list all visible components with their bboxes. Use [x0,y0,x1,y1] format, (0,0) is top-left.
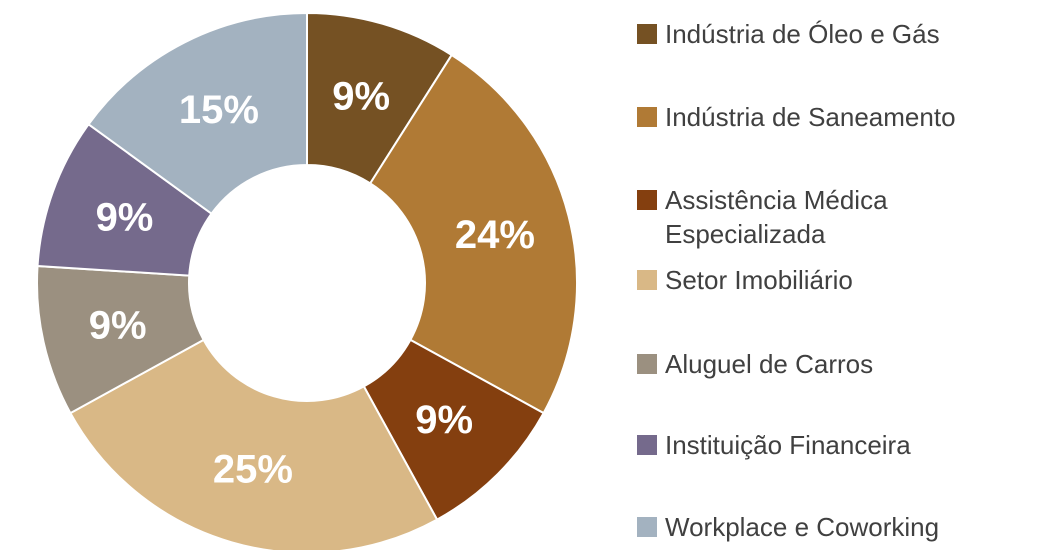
chart: 9% 24% 9% 25% 9% 9% 15% [36,11,578,550]
slice-label: 9% [96,195,154,239]
legend-swatch [637,270,657,290]
legend-item: Workplace e Coworking [637,510,1037,544]
legend-swatch [637,24,657,44]
legend-swatch [637,435,657,455]
legend-swatch [637,190,657,210]
slice-label: 15% [179,88,259,132]
slice-label: 24% [455,213,535,257]
legend-item: Setor Imobiliário [637,263,1037,297]
slice [368,53,578,415]
slice-label: 25% [213,447,293,491]
legend-swatch [637,107,657,127]
slice-label: 9% [415,398,473,442]
legend-label: Workplace e Coworking [665,512,940,542]
slice [69,338,439,550]
legend-item: Assistência Médica Especializada [637,183,1037,251]
legend-swatch [637,517,657,537]
legend-label: Indústria de Saneamento [665,102,956,132]
legend-item: Indústria de Saneamento [637,100,1037,134]
slice [87,11,308,216]
legend-item: Instituição Financeira [637,428,1037,462]
legend-label: Setor Imobiliário [665,265,853,295]
legend-label: Indústria de Óleo e Gás [665,19,940,49]
slice-label: 9% [89,303,147,347]
legend-label: Assistência Médica Especializada [665,185,888,249]
legend-label: Aluguel de Carros [665,349,874,379]
slice-label: 9% [332,75,390,119]
legend-item: Aluguel de Carros [637,347,1037,381]
legend-label: Instituição Financeira [665,430,911,460]
legend-swatch [637,354,657,374]
legend-item: Indústria de Óleo e Gás [637,17,1037,51]
